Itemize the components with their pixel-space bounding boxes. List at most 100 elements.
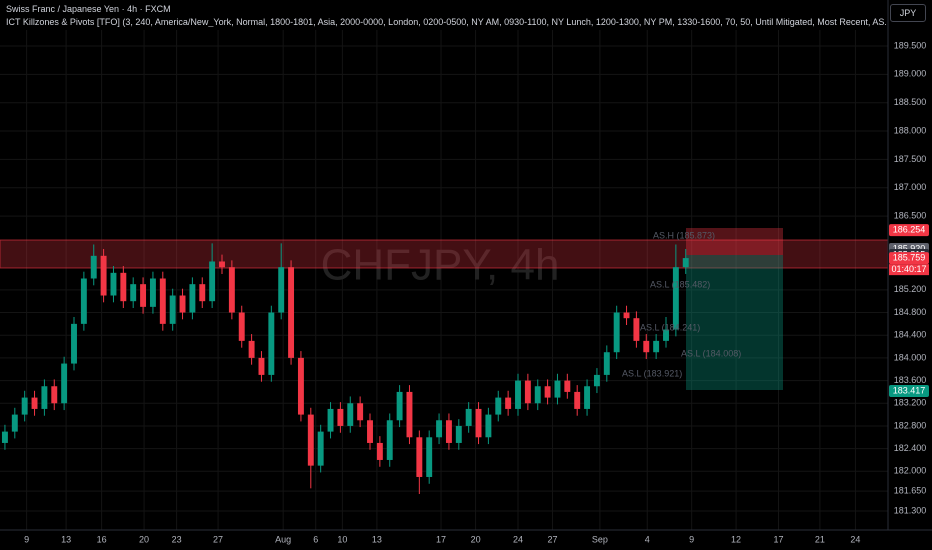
y-tick-label: 184.000 (894, 352, 927, 362)
candle-body (80, 278, 87, 324)
session-label: AS.L (185.482) (650, 279, 710, 289)
target-zone (686, 255, 783, 390)
price-badge (889, 384, 929, 397)
candle-body (140, 284, 147, 307)
candle-body (406, 391, 413, 438)
candle-body (653, 340, 660, 353)
x-tick-label: 23 (172, 534, 182, 544)
candle-body (1, 431, 8, 443)
session-label: AS.L (184.241) (640, 322, 700, 332)
candle-body (41, 386, 48, 409)
stop-zone (686, 228, 783, 255)
candle-body (51, 386, 58, 404)
x-tick-label: 16 (97, 534, 107, 544)
y-tick-label: 182.400 (894, 443, 927, 453)
candle-body (228, 267, 235, 313)
candle-body (623, 312, 630, 319)
price-badge-label: 186.254 (893, 224, 926, 234)
x-tick-label: 9 (24, 534, 29, 544)
candle-body (465, 408, 472, 426)
x-tick-label: 13 (372, 534, 382, 544)
candle-body (584, 386, 591, 409)
x-tick-label: Sep (592, 534, 608, 544)
y-tick-label: 188.000 (894, 125, 927, 135)
y-tick-label: 188.500 (894, 97, 927, 107)
x-tick-label: 27 (548, 534, 558, 544)
candle-body (120, 272, 127, 302)
candle-body (268, 312, 275, 375)
candle-body (357, 403, 364, 421)
candle-body (110, 272, 117, 296)
x-tick-label: 20 (471, 534, 481, 544)
x-tick-label: 10 (337, 534, 347, 544)
candle-body (169, 295, 176, 324)
candle-body (593, 374, 600, 387)
x-tick-label: 24 (850, 534, 860, 544)
candle-body (682, 258, 689, 268)
candle-body (90, 255, 97, 279)
y-tick-label: 185.200 (894, 284, 927, 294)
candle-body (149, 278, 156, 307)
y-tick-label: 182.800 (894, 420, 927, 430)
x-tick-label: 4 (645, 534, 650, 544)
y-tick-label: 184.800 (894, 307, 927, 317)
candle-body (445, 420, 452, 443)
session-label: AS.H (185.873) (653, 230, 715, 240)
candle-body (278, 267, 285, 313)
countdown: 01:40:17 (891, 264, 926, 274)
price-badge-label: 183.417 (893, 385, 926, 395)
y-tick-label: 186.500 (894, 210, 927, 220)
candle-body (248, 340, 255, 358)
candle-body (31, 397, 38, 409)
candle-body (534, 386, 541, 404)
candle-body (100, 255, 107, 296)
y-tick-label: 183.600 (894, 375, 927, 385)
x-tick-label: 12 (731, 534, 741, 544)
session-label: AS.L (183.921) (622, 368, 682, 378)
y-tick-label: 184.400 (894, 330, 927, 340)
countdown-badge (889, 264, 929, 276)
candle-body (495, 397, 502, 415)
watermark: CHFJPY, 4h (321, 241, 560, 290)
indicator-title: ICT Killzones & Pivots [TFO] (3, 240, Am… (6, 17, 886, 27)
candle-body (574, 391, 581, 409)
candle-body (297, 357, 304, 415)
candle-body (613, 312, 620, 353)
x-tick-label: 24 (513, 534, 523, 544)
y-tick-label: 181.650 (894, 486, 927, 496)
candle-body (515, 380, 521, 409)
candle-body (367, 420, 373, 443)
grid (0, 30, 888, 530)
candle-body (633, 318, 640, 341)
candle-body (199, 284, 206, 302)
candle-body (643, 340, 650, 353)
candle-body (485, 414, 492, 438)
x-tick-label: Aug (275, 534, 291, 544)
x-tick-label: 27 (213, 534, 223, 544)
candle-body (307, 414, 314, 466)
candle-body (288, 267, 295, 358)
candle-body (603, 352, 610, 375)
candle-body (11, 414, 18, 432)
x-tick-label: 17 (436, 534, 446, 544)
candle-body (219, 261, 225, 268)
candle-body (258, 357, 265, 375)
candle-body (505, 397, 512, 409)
x-tick-label: 9 (689, 534, 694, 544)
price-badge (889, 224, 929, 237)
candle-body (524, 380, 531, 404)
y-tick-label: 181.300 (894, 505, 927, 515)
y-tick-label: 187.000 (894, 182, 927, 192)
candle-body (564, 380, 571, 392)
candle-body (61, 363, 68, 404)
candle-body (189, 284, 196, 313)
candle-body (455, 425, 462, 443)
candle-body (71, 323, 77, 364)
candle-body (130, 284, 137, 302)
currency-button[interactable]: JPY (890, 4, 926, 22)
candle-body (436, 420, 443, 438)
y-tick-label: 183.200 (894, 398, 927, 408)
x-tick-label: 17 (773, 534, 783, 544)
candle-body (238, 312, 245, 341)
candle-body (396, 391, 403, 421)
